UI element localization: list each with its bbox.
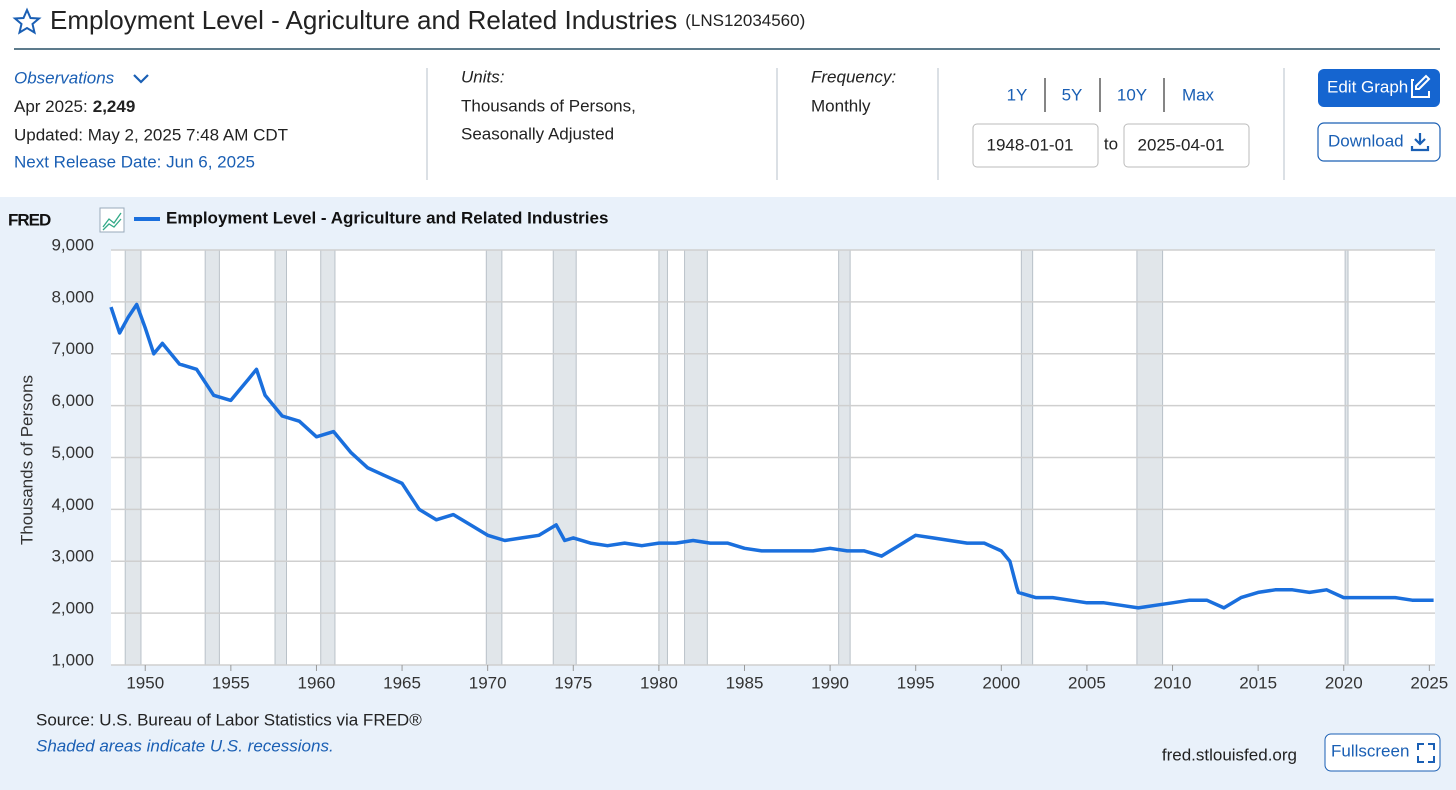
units-line: Thousands of Persons, [461, 96, 636, 115]
y-tick-label: 2,000 [51, 599, 94, 618]
x-tick-label: 1955 [212, 673, 250, 692]
x-tick-label: 1995 [897, 673, 935, 692]
range-button[interactable]: Max [1182, 85, 1215, 104]
latest-date: Apr 2025: [14, 97, 88, 116]
y-tick-label: 8,000 [51, 287, 94, 306]
title: Employment Level - Agriculture and Relat… [50, 5, 805, 35]
x-tick-label: 2005 [1068, 673, 1106, 692]
x-tick-label: 1975 [554, 673, 592, 692]
latest: Apr 2025: 2,249 [14, 97, 135, 116]
chart-icon-lines [102, 212, 122, 231]
x-tick-label: 1965 [383, 673, 421, 692]
range-separators [1044, 78, 1165, 112]
fullscreen-button[interactable] [1324, 733, 1441, 772]
y-tick-label: 9,000 [51, 235, 94, 254]
x-tick-label: 2025 [1410, 673, 1448, 692]
range-button[interactable]: 1Y [1007, 85, 1028, 104]
edit-graph-label: Edit Graph [1327, 77, 1408, 96]
latest-value: 2,249 [93, 97, 136, 116]
fullscreen-label: Fullscreen [1331, 741, 1409, 760]
frequency-label: Frequency: [811, 67, 896, 86]
chart-icon [99, 207, 125, 233]
to-label: to [1104, 134, 1118, 153]
x-tick-label: 1990 [811, 673, 849, 692]
x-tick-label: 2000 [982, 673, 1020, 692]
legend-label: Employment Level - Agriculture and Relat… [166, 208, 608, 227]
start-input[interactable] [972, 123, 1099, 168]
plot: 1,000 2,000 3,000 4,000 5,000 6,000 7,000 8,000… [51, 235, 1448, 692]
y-tick-label: 6,000 [51, 391, 94, 410]
title-text: Employment Level - Agriculture and Relat… [50, 5, 677, 35]
y-tick-label: 3,000 [51, 547, 94, 566]
dividers [426, 68, 1285, 180]
x-tick-label: 1960 [298, 673, 336, 692]
y-tick-label: 1,000 [51, 650, 94, 669]
range-button[interactable]: 10Y [1117, 85, 1147, 104]
y-axis-label: Thousands of Persons [17, 375, 36, 545]
fullscreen-icon [1417, 743, 1435, 763]
x-tick-label: 2020 [1325, 673, 1363, 692]
frequency: Monthly [811, 96, 871, 115]
next-release[interactable]: Next Release Date: Jun 6, 2025 [14, 152, 255, 171]
end-date: 2025-04-01 [1138, 135, 1225, 154]
x-tick-label: 1985 [726, 673, 764, 692]
units-line: Seasonally Adjusted [461, 124, 614, 143]
download-icon [1410, 133, 1430, 152]
logo: FRED [8, 210, 51, 229]
start-date: 1948-01-01 [987, 135, 1074, 154]
recession-note: Shaded areas indicate U.S. recessions. [36, 736, 334, 755]
end-input[interactable] [1123, 123, 1250, 168]
x-tick-label: 1950 [126, 673, 164, 692]
units-label: Units: [461, 67, 505, 86]
y-tick-label: 5,000 [51, 443, 94, 462]
series-line [109, 302, 1434, 610]
observations[interactable]: Observations [14, 68, 115, 87]
x-tick-label: 1980 [640, 673, 678, 692]
y-tick-label: 7,000 [51, 339, 94, 358]
download-button[interactable] [1317, 122, 1441, 162]
x-tick-label: 2010 [1154, 673, 1192, 692]
range-button[interactable]: 5Y [1062, 85, 1083, 104]
series-id: (LNS12034560) [685, 11, 805, 30]
source: Source: U.S. Bureau of Labor Statistics … [36, 710, 422, 729]
chevron[interactable] [133, 74, 149, 84]
site: fred.stlouisfed.org [1162, 745, 1297, 764]
x-tick-label: 1970 [469, 673, 507, 692]
download-label: Download [1328, 131, 1404, 150]
y-tick-label: 4,000 [51, 495, 94, 514]
x-tick-label: 2015 [1239, 673, 1277, 692]
star-icon[interactable] [12, 7, 42, 35]
updated: Updated: May 2, 2025 7:48 AM CDT [14, 125, 288, 144]
edit-icon [1411, 74, 1431, 98]
edit-graph-button[interactable] [1318, 69, 1440, 107]
